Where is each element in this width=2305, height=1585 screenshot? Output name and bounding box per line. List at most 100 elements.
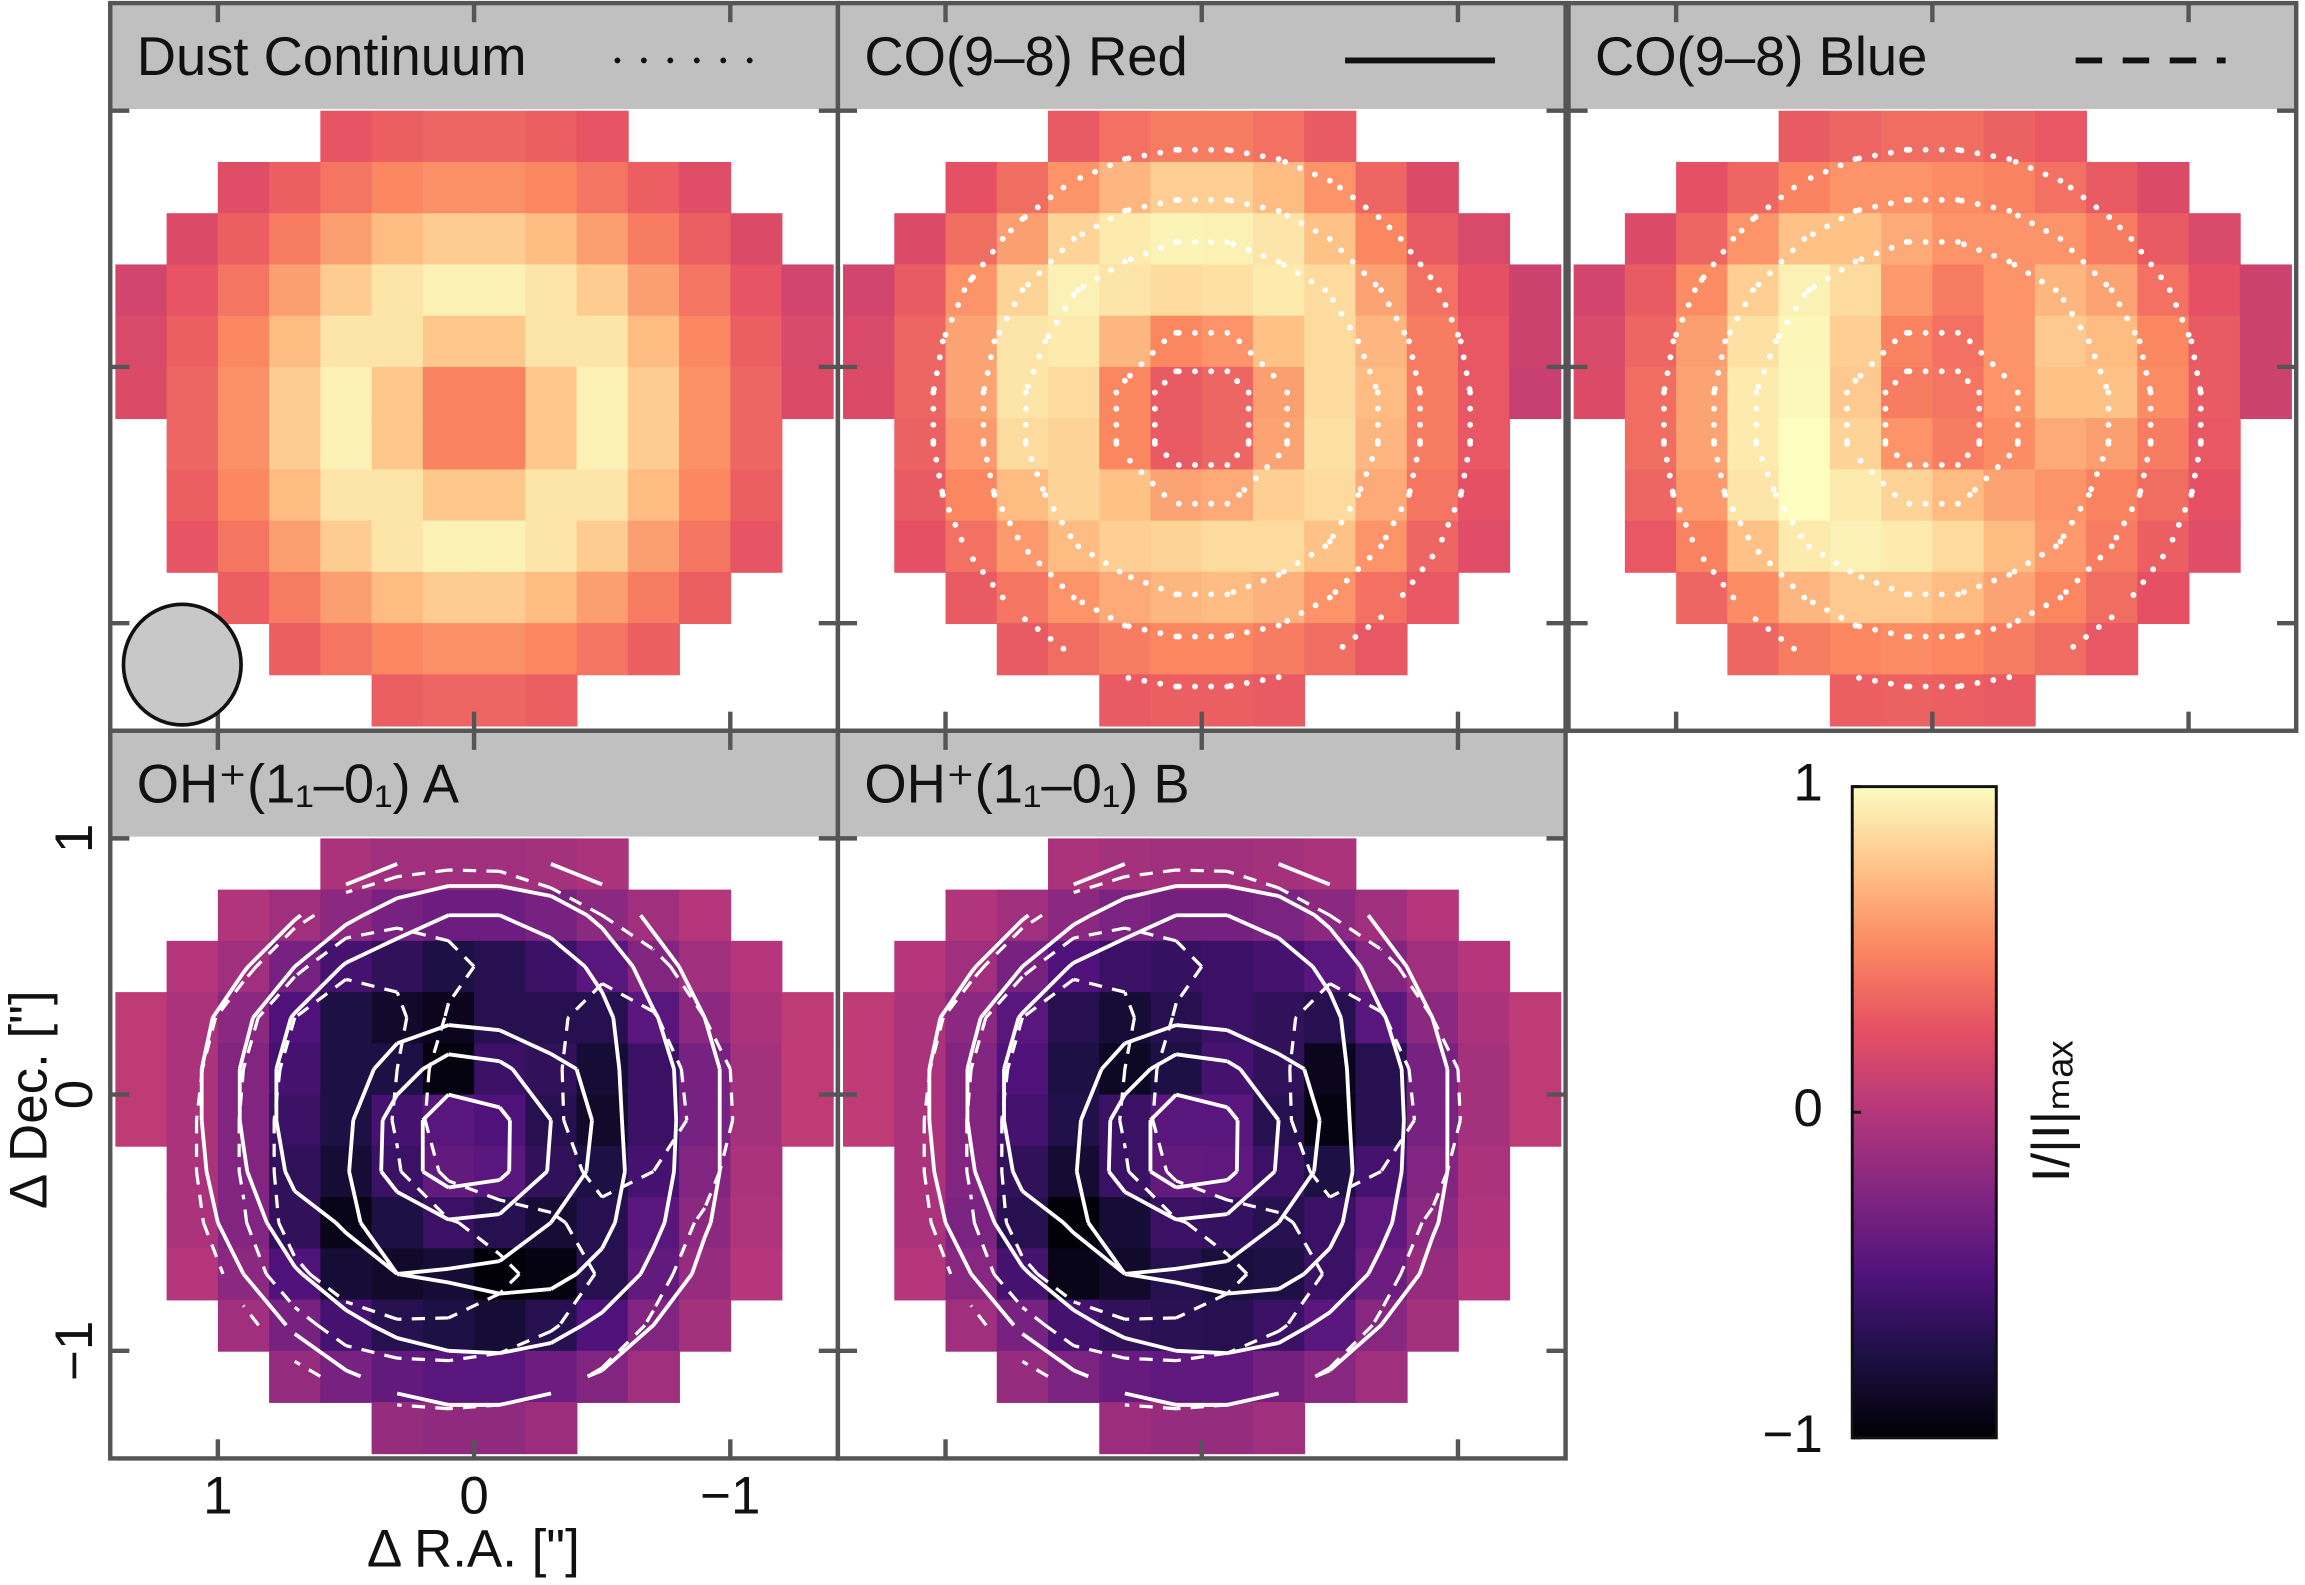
pixel [1624,315,1678,368]
pixel [843,366,896,420]
pixel [627,992,680,1045]
pixel [627,1043,680,1096]
pixel [730,213,783,266]
pixel [1932,315,1985,368]
pixel [371,1197,424,1250]
pixel [1252,315,1306,368]
pixel [679,213,732,266]
pixel [1727,161,1780,215]
pixel [422,315,475,368]
pixel [371,674,424,727]
pixel [1150,264,1203,317]
pixel [525,110,578,163]
pixel [371,838,424,891]
pixel [2137,315,2190,368]
pixel [422,571,475,625]
pixel [1829,315,1882,368]
contour [1711,196,2154,640]
pixel [1150,1043,1203,1096]
pixel [1355,418,1408,471]
pixel [1201,1145,1254,1198]
pixel [320,1145,373,1198]
pixel [1201,838,1254,891]
pixel [1252,940,1306,993]
pixel [1201,1299,1254,1352]
pixel [894,1197,947,1250]
pixel [576,1248,629,1301]
pixel [945,315,998,368]
pixel [1983,469,2036,522]
pixel [269,1248,322,1301]
pixel [1150,520,1203,573]
pixel [1048,366,1101,420]
pixel [1509,264,1562,317]
panel-title: OH⁺(1₁–0₁) A [137,753,460,814]
pixel [1355,1094,1408,1147]
pixel [1983,623,2036,676]
pixel [422,1197,475,1250]
pixel [217,469,270,522]
pixel [1457,1145,1511,1198]
pixel [1676,213,1729,266]
pixel [627,1094,680,1147]
pixel [1983,315,2036,368]
pixel [1048,838,1101,891]
pixel [1932,366,1985,420]
pixel [1778,418,1831,471]
pixel [525,213,578,266]
pixel [474,992,527,1045]
pixel [730,1197,783,1250]
pixel [1509,315,1562,368]
pixel [474,110,527,163]
pixel [1252,469,1306,522]
pixel [945,469,998,522]
pixel [730,366,783,420]
pixel [1150,1094,1203,1147]
pixel [474,520,527,573]
pixel [730,1043,783,1096]
pixel [422,1402,475,1455]
pixel [1457,315,1511,368]
pixel [1150,161,1203,215]
pixel [371,520,424,573]
contour [1002,913,1355,1296]
pixel [217,315,270,368]
pixel [166,1094,219,1147]
pixel [894,1248,947,1301]
pixel [576,161,629,215]
pixel [2086,623,2139,676]
pixel [474,366,527,420]
pixel [576,315,629,368]
pixel [269,213,322,266]
pixel [422,110,475,163]
pixel [1150,623,1203,676]
pixel [627,315,680,368]
pixel [422,940,475,993]
colorbar-tick-label: 1 [1793,754,1822,813]
pixel [474,418,527,471]
pixel [1201,264,1254,317]
pixel [1406,418,1459,471]
pixel [166,418,219,471]
pixel [576,623,629,676]
pixel [679,1299,732,1352]
pixel [320,110,373,163]
pixel [781,264,834,317]
pixel [679,264,732,317]
pixel [1304,520,1357,573]
pixel [525,1197,578,1250]
pixel [1406,1248,1459,1301]
pixel [422,674,475,727]
pixel [1304,161,1357,215]
pixel [2086,469,2139,522]
pixel [320,1248,373,1301]
pixel [1881,623,1934,676]
pixel [945,161,998,215]
pixel [371,623,424,676]
pixel [217,213,270,266]
x-axis-label: Δ R.A. ["] [367,1519,580,1578]
pixel [320,264,373,317]
pixel [422,623,475,676]
contour [965,926,1417,1363]
pixel [1099,315,1152,368]
